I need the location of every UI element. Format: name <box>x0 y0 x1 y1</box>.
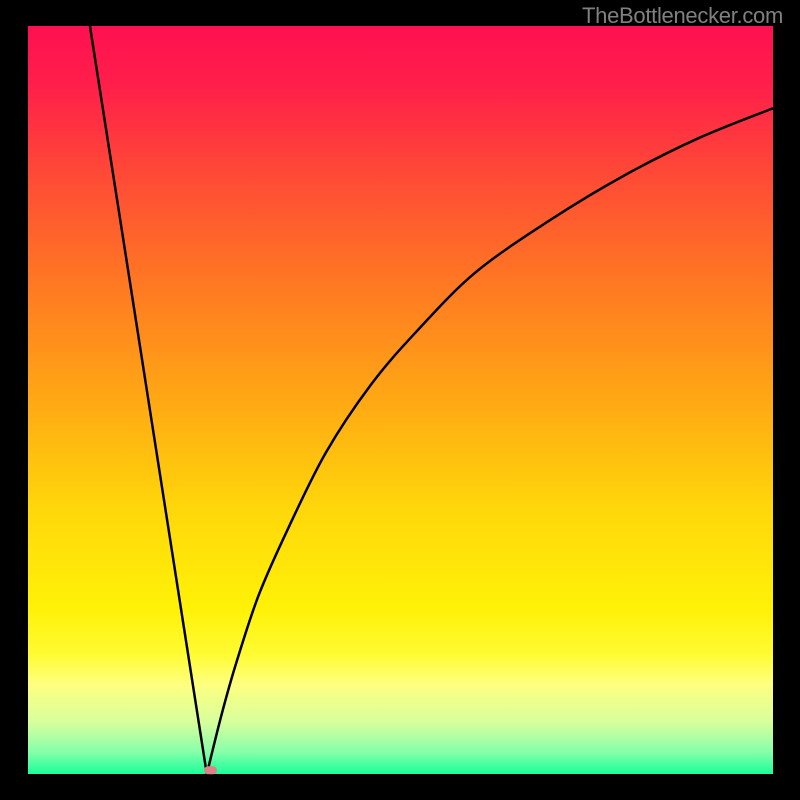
chart-svg <box>0 0 800 800</box>
gradient-plot-area <box>28 26 773 774</box>
watermark-text: TheBottlenecker.com <box>582 3 783 29</box>
optimum-marker <box>204 766 217 774</box>
chart-container: TheBottlenecker.com <box>0 0 800 800</box>
